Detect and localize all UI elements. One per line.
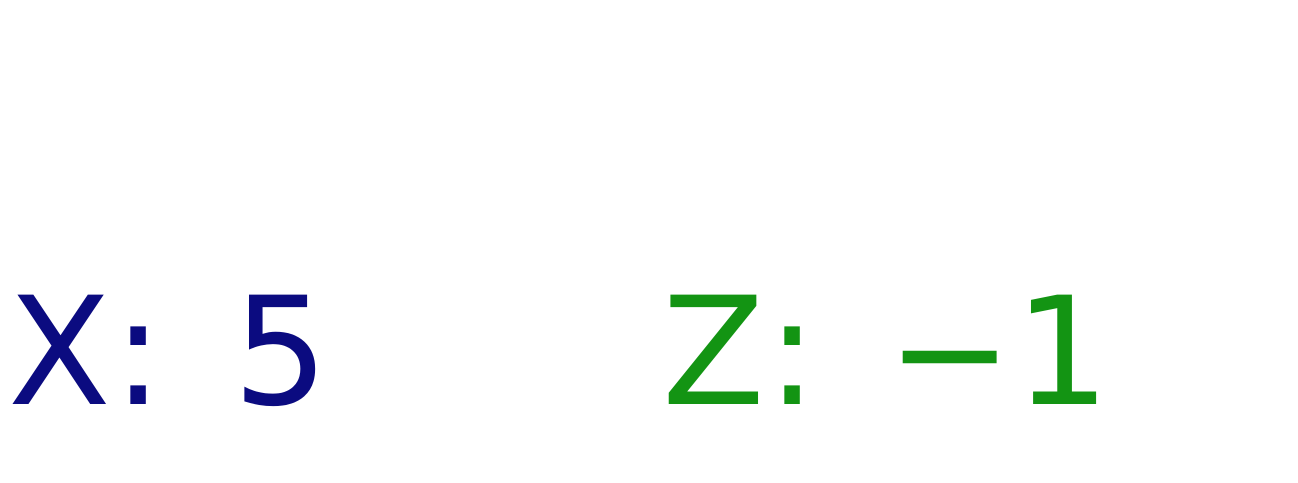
x-value: 5: [232, 266, 331, 440]
x-coordinate-readout: X:5: [8, 268, 330, 438]
z-value: −1: [886, 266, 1112, 440]
z-coordinate-readout: Z: −1: [662, 268, 1112, 438]
z-label: Z: [662, 266, 767, 440]
x-separator: :: [112, 266, 166, 440]
x-label: X: [8, 266, 113, 440]
z-separator: :: [766, 266, 820, 440]
